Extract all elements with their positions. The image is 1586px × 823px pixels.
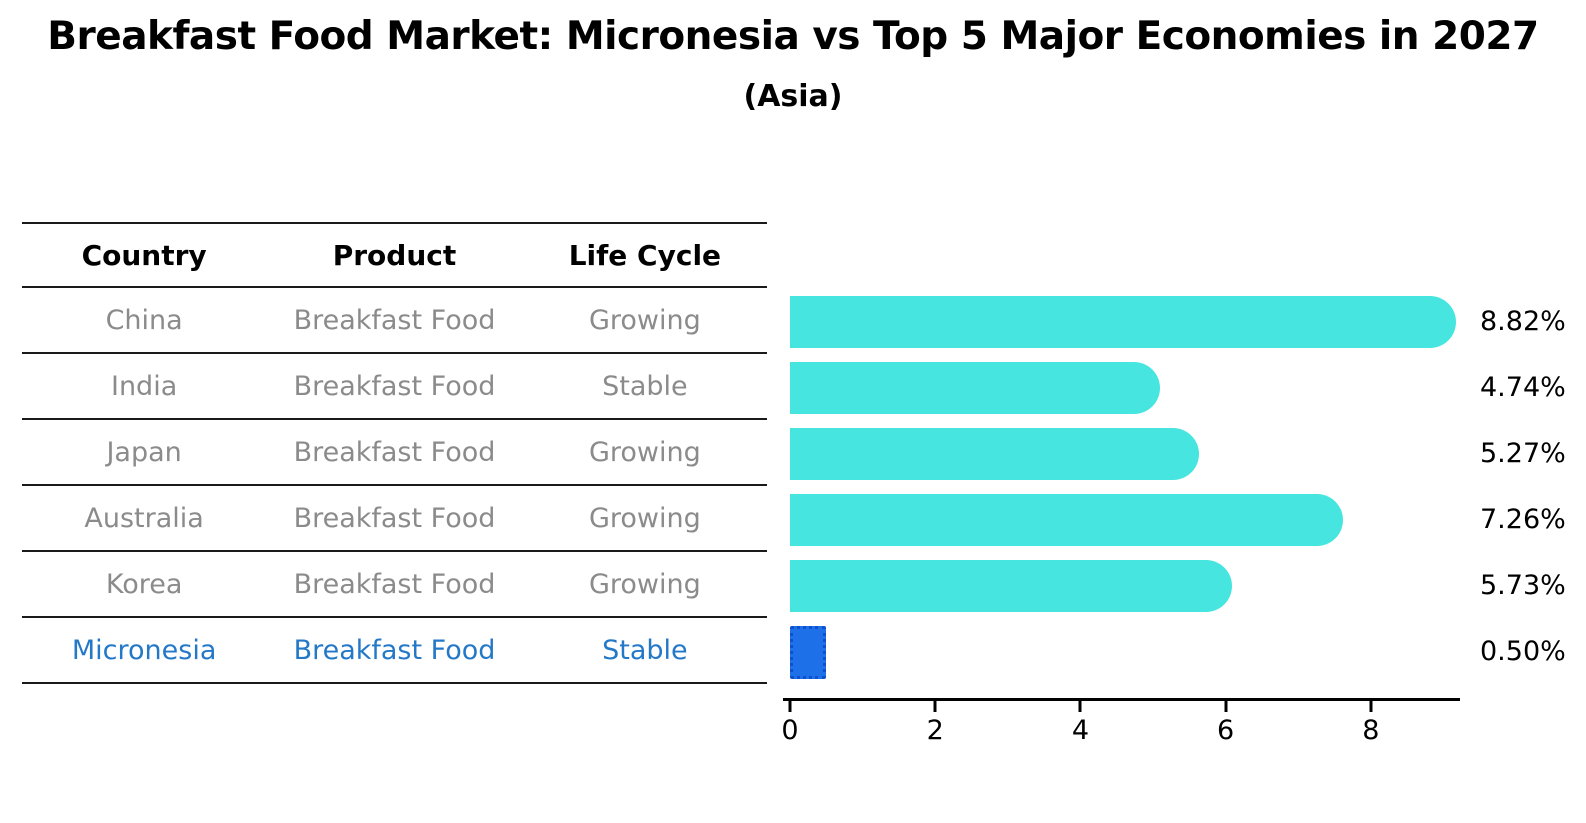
value-label-korea: 5.73% [1480,570,1566,601]
cell-country: Korea [105,568,183,600]
x-axis-tick [1369,701,1373,712]
bar-korea [790,560,1233,612]
cell-life-cycle: Stable [602,370,688,402]
value-label-japan: 5.27% [1480,438,1566,469]
column-header-life-cycle: Life Cycle [568,238,722,272]
value-label-micronesia: 0.50% [1480,636,1566,667]
x-axis-tick-label: 8 [1362,715,1380,746]
x-axis-tick [788,701,792,712]
cell-life-cycle: Growing [588,304,701,336]
bar-row-china: 8.82% [790,289,1566,355]
table-row: Japan Breakfast Food Growing [22,420,767,486]
cell-life-cycle: Growing [588,436,701,468]
value-label-australia: 7.26% [1480,504,1566,535]
cell-product: Breakfast Food [293,502,496,534]
table-row: Korea Breakfast Food Growing [22,552,767,618]
cell-life-cycle: Growing [588,502,701,534]
x-axis-tick-label: 2 [926,715,944,746]
x-axis-tick-label: 0 [781,715,799,746]
bar-plot: 8.82% 4.74% 5.27% 7.26% 5.73% 0.50% 0 2 [781,289,1566,759]
bar-row-australia: 7.26% [790,487,1566,553]
cell-country: China [105,304,183,336]
cell-product: Breakfast Food [293,436,496,468]
bar-australia [790,494,1344,546]
table-row: China Breakfast Food Growing [22,288,767,354]
bar-row-japan: 5.27% [790,421,1566,487]
x-axis-tick-label: 4 [1071,715,1090,746]
bar-china [790,296,1457,348]
cell-product: Breakfast Food [293,304,496,336]
bar-row-micronesia: 0.50% [790,619,1566,685]
table-row-micronesia-highlighted: Micronesia Breakfast Food Stable [22,618,767,684]
cell-country: Japan [106,436,182,468]
bar-japan [790,428,1199,480]
cell-country: India [110,370,178,402]
value-label-india: 4.74% [1480,372,1566,403]
x-axis-tick [1224,701,1228,712]
cell-product: Breakfast Food [293,568,496,600]
cell-product: Breakfast Food [293,370,496,402]
value-label-china: 8.82% [1480,306,1566,337]
column-header-country: Country [81,238,207,272]
cell-country: Australia [84,502,204,534]
bar-micronesia-highlighted [790,626,827,679]
country-table: Country Product Life Cycle China Breakfa… [22,222,767,684]
bar-row-korea: 5.73% [790,553,1566,619]
cell-country: Micronesia [71,634,217,666]
bar-row-india: 4.74% [790,355,1566,421]
table-row: India Breakfast Food Stable [22,354,767,420]
x-axis-tick [933,701,937,712]
column-header-product: Product [332,238,457,272]
bar-india [790,362,1161,414]
x-axis-tick [1078,701,1082,712]
cell-life-cycle: Stable [602,634,688,666]
table-row: Australia Breakfast Food Growing [22,486,767,552]
x-axis-line [783,698,1460,701]
x-axis-tick-label: 6 [1217,715,1235,746]
table-header-row: Country Product Life Cycle [22,222,767,288]
chart-title: Breakfast Food Market: Micronesia vs Top… [47,14,1539,59]
cell-product: Breakfast Food [293,634,496,666]
cell-life-cycle: Growing [588,568,701,600]
chart-subtitle: (Asia) [743,79,843,114]
